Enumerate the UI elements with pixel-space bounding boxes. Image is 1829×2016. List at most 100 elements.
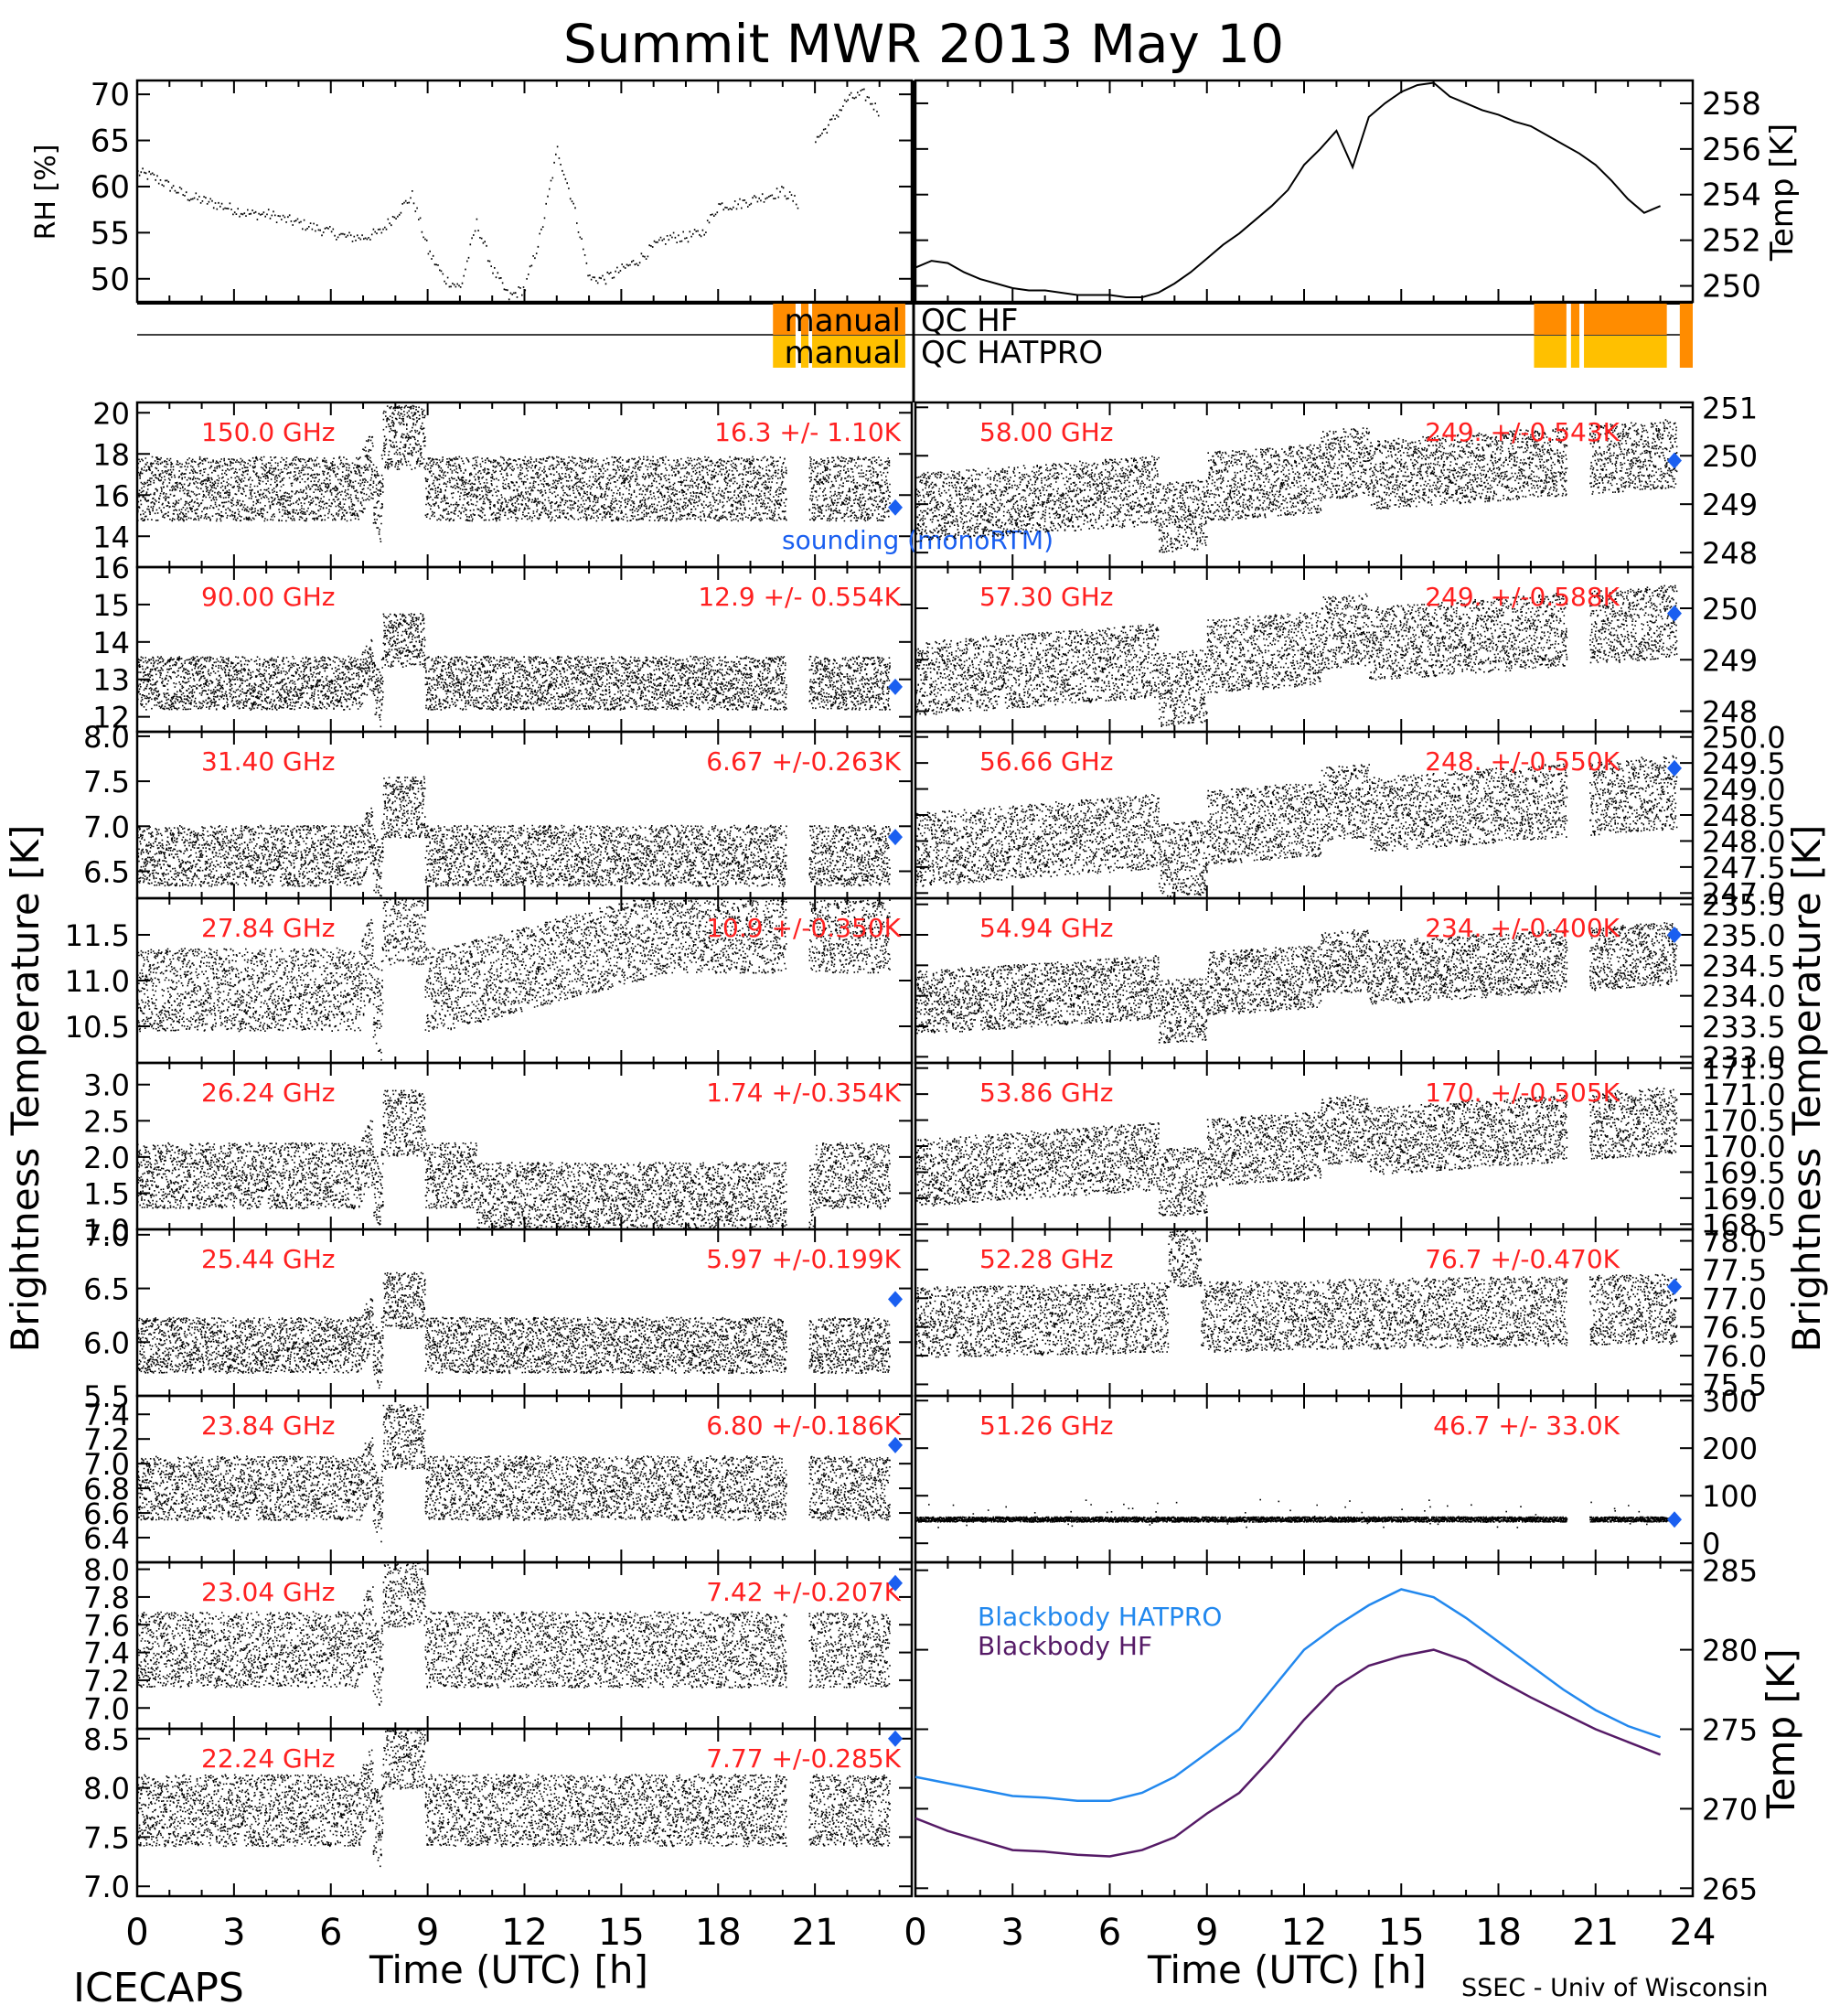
channel-trace — [137, 1404, 891, 1543]
channel-frequency: 57.30 GHz — [979, 582, 1114, 612]
y-tick-label: 249 — [1702, 643, 1758, 678]
y-tick-label: 247.5 — [1702, 851, 1786, 885]
qc-hatpro-label: QC HATPRO — [921, 335, 1103, 371]
y-tick-label: 169.5 — [1702, 1155, 1786, 1190]
x-tick-label: 12 — [501, 1912, 548, 1954]
y-tick-label: 250.0 — [1702, 721, 1786, 756]
channel-trace — [137, 1561, 891, 1706]
qc-hf-label: QC HF — [921, 303, 1018, 339]
channel-frequency: 23.04 GHz — [201, 1577, 336, 1607]
x-tick-label: 6 — [1098, 1912, 1121, 1954]
channel-frequency: 27.84 GHz — [201, 913, 336, 943]
y-tick-label: 75.5 — [1702, 1367, 1767, 1402]
x-tick-label: 15 — [1378, 1912, 1425, 1954]
y-tick-label: 270 — [1702, 1792, 1758, 1827]
y-tick-label: 258 — [1702, 86, 1761, 123]
temp-frame — [914, 79, 1695, 304]
channel-stats: 6.67 +/-0.263K — [706, 746, 901, 777]
x-tick-label: 21 — [792, 1912, 839, 1954]
x-tick-label: 6 — [319, 1912, 342, 1954]
y-tick-label: 252 — [1702, 223, 1761, 260]
y-tick-label: 3.0 — [83, 1068, 130, 1103]
y-tick-label: 7.2 — [83, 1422, 130, 1457]
sounding-marker — [888, 1574, 903, 1592]
x-tick-label: 3 — [222, 1912, 245, 1954]
y-tick-label: 285 — [1702, 1554, 1758, 1589]
qc-hf-bar — [773, 304, 905, 335]
sounding-marker — [1667, 1511, 1682, 1528]
y-tick-label: 249 — [1702, 488, 1758, 522]
y-tick-label: 248.0 — [1702, 824, 1786, 859]
y-tick-label: 7.0 — [83, 1870, 130, 1904]
y-tick-label: 8.0 — [83, 1772, 130, 1807]
y-tick-label: 235.5 — [1702, 888, 1786, 923]
channel-trace — [915, 1087, 1678, 1217]
qc-hf-bar — [1534, 304, 1667, 335]
channel-frequency: 53.86 GHz — [979, 1078, 1114, 1108]
y-tick-label: 2.0 — [83, 1141, 130, 1175]
y-tick-label: 18 — [92, 437, 130, 472]
channel-trace — [915, 922, 1678, 1044]
channel-panel: 1.01.52.02.53.0 26.24 GHz 1.74 +/-0.354K — [83, 1061, 914, 1248]
y-tick-label: 7.2 — [83, 1664, 130, 1699]
y-tick-label: 234.5 — [1702, 949, 1786, 983]
y-tick-label: 7.4 — [83, 1636, 130, 1671]
y-tick-label: 14 — [92, 626, 130, 660]
sounding-marker — [1667, 1278, 1682, 1295]
sounding-marker — [888, 1291, 903, 1308]
x-tick-label: 9 — [416, 1912, 439, 1954]
y-tick-label: 171.5 — [1702, 1052, 1786, 1087]
blackbody-line-hf — [914, 1648, 1662, 1858]
y-tick-label: 7.0 — [83, 1218, 130, 1253]
x-tick-label: 15 — [598, 1912, 645, 1954]
y-tick-label: 254 — [1702, 177, 1761, 214]
y-tick-label: 1.5 — [83, 1176, 130, 1211]
y-tick-label: 0 — [1702, 1527, 1720, 1561]
legend-hatpro: Blackbody HATPRO — [978, 1602, 1222, 1632]
channel-trace — [137, 1089, 891, 1229]
channel-stats: 46.7 +/- 33.0K — [1433, 1410, 1620, 1441]
y-tick-label: 233.5 — [1702, 1010, 1786, 1045]
y-tick-label: 7.4 — [83, 1398, 130, 1432]
blackbody-panel: 265 270 275 280 285 Temp [K] Blackbody HATPROB… — [914, 1554, 1803, 1906]
channel-panel: 75.576.076.577.077.578.0 52.28 GHz 76.7 +/… — [914, 1225, 1767, 1402]
blackbody-line-hatpro — [914, 1588, 1662, 1802]
y-tick-label: 1.0 — [83, 1213, 130, 1248]
y-tick-label: 275 — [1702, 1713, 1758, 1748]
channel-trace — [915, 1228, 1678, 1358]
channel-stats: 7.42 +/-0.207K — [706, 1577, 901, 1607]
channel-trace — [915, 755, 1678, 898]
x-tick-label: 18 — [695, 1912, 742, 1954]
channel-stats: 76.7 +/-0.470K — [1425, 1244, 1620, 1274]
footer-right: SSEC - Univ of Wisconsin — [1461, 1974, 1768, 2002]
channel-frequency: 56.66 GHz — [979, 746, 1114, 777]
x-tick-label: 21 — [1572, 1912, 1619, 1954]
channel-frequency: 23.84 GHz — [201, 1410, 336, 1441]
x-tick-label: 12 — [1281, 1912, 1328, 1954]
channel-panel: 7.07.27.47.67.88.0 23.04 GHz 7.42 +/-0.207… — [83, 1553, 914, 1731]
y-tick-label: 170.5 — [1702, 1104, 1786, 1139]
y-tick-label: 6.5 — [83, 854, 130, 889]
y-tick-label: 8.5 — [83, 1722, 130, 1757]
right-axis-label: Brightness Temperature [K] — [1784, 825, 1829, 1353]
y-tick-label: 6.0 — [83, 1325, 130, 1360]
channel-stats: 249. +/-0.588K — [1425, 582, 1620, 612]
channel-stats: 12.9 +/- 0.554K — [698, 582, 901, 612]
channel-frequency: 22.24 GHz — [201, 1743, 336, 1774]
channel-stats: 249. +/-0.543K — [1425, 417, 1620, 447]
rh-trace — [137, 88, 880, 301]
channel-trace — [137, 897, 891, 1061]
y-tick-label: 13 — [92, 663, 130, 698]
y-tick-label: 10.5 — [65, 1010, 130, 1045]
y-tick-label: 7.6 — [83, 1608, 130, 1643]
y-tick-label: 7.0 — [83, 1447, 130, 1482]
y-tick-label: 7.5 — [83, 765, 130, 799]
channel-frequency: 58.00 GHz — [979, 417, 1114, 447]
y-tick-label: 233.0 — [1702, 1040, 1786, 1075]
